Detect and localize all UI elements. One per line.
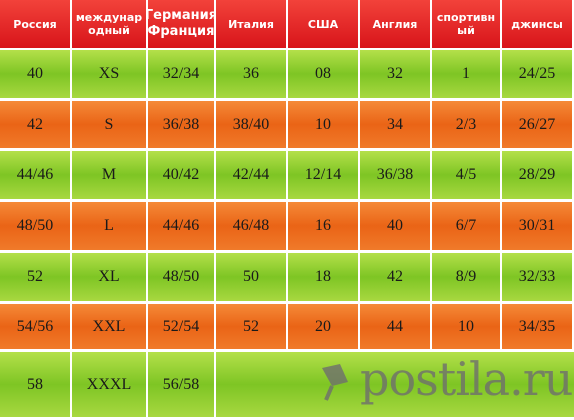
table-cell: 50 bbox=[216, 253, 286, 301]
table-cell: 56/58 bbox=[148, 352, 214, 417]
table-cell: 32/34 bbox=[148, 50, 214, 98]
table-cell: 58 bbox=[0, 352, 70, 417]
table-cell: 52 bbox=[0, 253, 70, 301]
table-cell: 44/46 bbox=[0, 151, 70, 199]
table-cell: 12/14 bbox=[288, 151, 358, 199]
header-cell: международный bbox=[72, 0, 146, 48]
table-cell: 4/5 bbox=[432, 151, 500, 199]
header-cell: джинсы bbox=[502, 0, 572, 48]
table-cell: 44 bbox=[360, 304, 430, 349]
table-cell: 20 bbox=[288, 304, 358, 349]
logo bbox=[322, 364, 348, 401]
table-cell: 30/31 bbox=[502, 202, 572, 250]
table-cell: 10 bbox=[288, 101, 358, 148]
table-cell: 48/50 bbox=[0, 202, 70, 250]
table-cell: 36/38 bbox=[148, 101, 214, 148]
header-cell: Англия bbox=[360, 0, 430, 48]
table-cell: 34 bbox=[360, 101, 430, 148]
table-cell: 44/46 bbox=[148, 202, 214, 250]
table-cell: XL bbox=[72, 253, 146, 301]
watermark: postila.ru bbox=[360, 352, 573, 406]
table-cell: 46/48 bbox=[216, 202, 286, 250]
table-cell: L bbox=[72, 202, 146, 250]
table-cell: 52 bbox=[216, 304, 286, 349]
table-cell: 48/50 bbox=[148, 253, 214, 301]
table-cell: XXXL bbox=[72, 352, 146, 417]
table-cell: 34/35 bbox=[502, 304, 572, 349]
table-cell: 40/42 bbox=[148, 151, 214, 199]
table-cell: 52/54 bbox=[148, 304, 214, 349]
empty-cell bbox=[216, 352, 574, 417]
table-cell: 32/33 bbox=[502, 253, 572, 301]
table-cell: 10 bbox=[432, 304, 500, 349]
table-cell: 2/3 bbox=[432, 101, 500, 148]
table-cell: 32 bbox=[360, 50, 430, 98]
table-cell: 42 bbox=[360, 253, 430, 301]
header-cell: Россия bbox=[0, 0, 70, 48]
header-cell: США bbox=[288, 0, 358, 48]
header-cell: Италия bbox=[216, 0, 286, 48]
table-cell: 26/27 bbox=[502, 101, 572, 148]
table-cell: 6/7 bbox=[432, 202, 500, 250]
table-cell: 54/56 bbox=[0, 304, 70, 349]
header-cell: Германия Франция bbox=[145, 0, 217, 48]
header-cell: спортивный bbox=[432, 0, 500, 48]
table-cell: 08 bbox=[288, 50, 358, 98]
table-cell: 16 bbox=[288, 202, 358, 250]
table-cell: 40 bbox=[0, 50, 70, 98]
table-cell: 40 bbox=[360, 202, 430, 250]
table-cell: 1 bbox=[432, 50, 500, 98]
table-cell: XXL bbox=[72, 304, 146, 349]
table-cell: 8/9 bbox=[432, 253, 500, 301]
table-cell: 36/38 bbox=[360, 151, 430, 199]
table-cell: S bbox=[72, 101, 146, 148]
table-cell: 38/40 bbox=[216, 101, 286, 148]
table-cell: 18 bbox=[288, 253, 358, 301]
table-cell: 28/29 bbox=[502, 151, 572, 199]
table-cell: M bbox=[72, 151, 146, 199]
table-cell: 42 bbox=[0, 101, 70, 148]
table-cell: XS bbox=[72, 50, 146, 98]
table-cell: 42/44 bbox=[216, 151, 286, 199]
table-cell: 36 bbox=[216, 50, 286, 98]
table-cell: 24/25 bbox=[502, 50, 572, 98]
